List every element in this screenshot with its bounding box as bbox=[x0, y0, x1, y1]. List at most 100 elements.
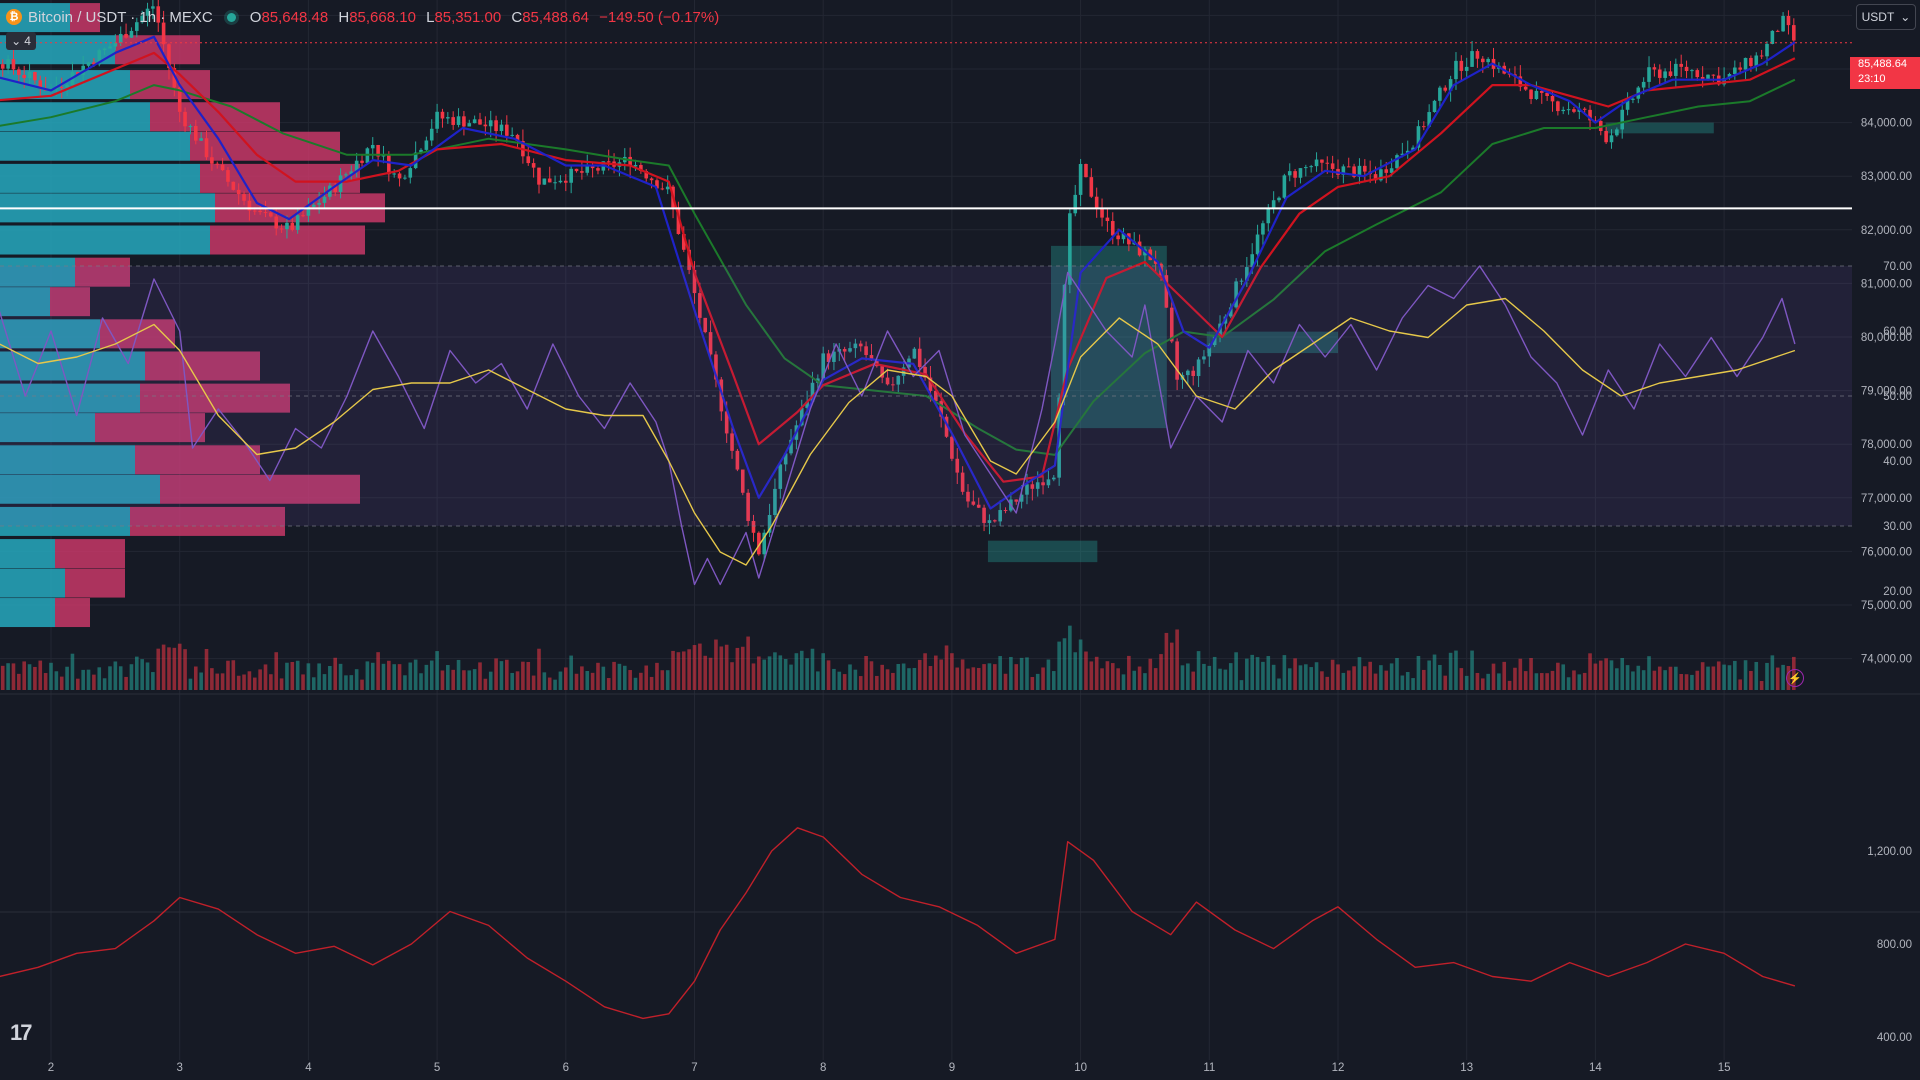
candle-body bbox=[97, 50, 102, 65]
candle-body bbox=[451, 117, 455, 125]
candle-body bbox=[1202, 356, 1206, 360]
candle-body bbox=[252, 210, 257, 212]
volume-bar bbox=[1132, 670, 1137, 690]
candle-body bbox=[633, 165, 638, 167]
candle-body bbox=[478, 119, 482, 125]
price-axis-label: 84,000.00 bbox=[1861, 118, 1912, 130]
candle-body bbox=[580, 171, 584, 173]
volume-bar bbox=[156, 648, 161, 690]
volume-bar bbox=[1239, 680, 1244, 690]
volume-bar bbox=[1395, 658, 1399, 690]
candle-body bbox=[317, 202, 321, 205]
currency-select[interactable]: USDT ⌄ bbox=[1856, 4, 1916, 30]
candle-body bbox=[692, 269, 697, 294]
candle-body bbox=[1078, 163, 1083, 195]
candle-body bbox=[1207, 345, 1212, 357]
volume-bar bbox=[531, 675, 536, 690]
volume-bar bbox=[687, 649, 691, 690]
volume-bar bbox=[708, 657, 713, 690]
candle-body bbox=[1647, 67, 1651, 82]
candle-body bbox=[435, 111, 439, 129]
candle-body bbox=[853, 343, 858, 349]
volume-profile-down-bar bbox=[145, 351, 260, 381]
candle-body bbox=[424, 140, 429, 150]
candle-body bbox=[553, 182, 557, 184]
candle-body bbox=[1084, 163, 1088, 178]
candle-body bbox=[1454, 60, 1458, 80]
volume-bar bbox=[928, 666, 933, 690]
candle-body bbox=[1395, 155, 1399, 169]
volume-bar bbox=[746, 636, 750, 690]
volume-bar bbox=[1572, 670, 1576, 690]
indicators-toggle-button[interactable]: ⌄ 4 bbox=[6, 32, 36, 50]
volume-bar bbox=[1309, 667, 1313, 690]
volume-bar bbox=[719, 646, 724, 690]
volume-bar bbox=[628, 670, 632, 690]
volume-profile-up-bar bbox=[0, 445, 135, 475]
candle-body bbox=[1035, 482, 1040, 489]
volume-bar bbox=[381, 663, 386, 690]
candle-body bbox=[762, 532, 767, 555]
volume-bar bbox=[1003, 673, 1008, 690]
volume-bar bbox=[263, 664, 268, 690]
volume-bar bbox=[435, 651, 439, 690]
volume-profile-down-bar bbox=[70, 3, 100, 33]
time-axis-label: 9 bbox=[949, 1062, 955, 1074]
time-axis[interactable]: 2 3 4 5 6 7 8 9 10 11 12 13 14 15 bbox=[48, 1062, 1731, 1074]
volume-bar bbox=[923, 653, 927, 690]
volume-bar bbox=[1529, 658, 1533, 690]
volume-bar bbox=[1775, 667, 1780, 690]
volume-bar bbox=[408, 662, 413, 690]
price-axis[interactable]: 86,000.0085,000.0084,000.0083,000.0082,0… bbox=[1861, 10, 1912, 1044]
ohlc-values: O85,648.48 H85,668.10 L85,351.00 C85,488… bbox=[249, 8, 720, 26]
volume-bar bbox=[767, 656, 772, 690]
candle-body bbox=[1191, 370, 1196, 377]
volume-bar bbox=[494, 658, 498, 690]
volume-bar bbox=[1593, 663, 1598, 690]
third-indicator-pane bbox=[0, 827, 1796, 1020]
candle-body bbox=[456, 116, 461, 125]
symbol-title[interactable]: Bitcoin / USDT · 1h · MEXC bbox=[28, 8, 213, 26]
volume-bar bbox=[1448, 652, 1453, 690]
candle-body bbox=[1346, 166, 1351, 168]
volume-bar bbox=[521, 661, 525, 690]
candle-body bbox=[403, 177, 407, 179]
candle-body bbox=[982, 507, 986, 523]
volume-bar bbox=[70, 653, 75, 690]
volume-bar bbox=[183, 649, 187, 690]
candle-body bbox=[156, 6, 161, 23]
candle-body bbox=[832, 351, 836, 362]
volume-bar bbox=[1164, 632, 1169, 690]
volume-bar bbox=[880, 664, 884, 690]
candle-body bbox=[1363, 165, 1367, 172]
candle-body bbox=[901, 367, 906, 376]
candle-body bbox=[397, 173, 402, 179]
lightning-bolt-icon[interactable]: ⚡ bbox=[1786, 669, 1804, 687]
candle-body bbox=[33, 71, 37, 81]
candle-body bbox=[1588, 109, 1592, 121]
volume-bar bbox=[1212, 656, 1217, 690]
price-axis-label: 83,000.00 bbox=[1861, 171, 1912, 183]
volume-bar bbox=[1175, 629, 1179, 690]
volume-profile-down-bar bbox=[190, 131, 340, 161]
candle-body bbox=[515, 134, 520, 142]
volume-bar bbox=[1674, 666, 1678, 690]
volume-bar bbox=[6, 663, 10, 690]
volume-bar bbox=[1518, 658, 1523, 690]
candle-body bbox=[38, 80, 43, 89]
volume-profile-down-bar bbox=[115, 35, 200, 65]
volume-bar bbox=[1186, 663, 1190, 690]
candle-body bbox=[1379, 169, 1383, 181]
volume-bar bbox=[1684, 674, 1689, 690]
candle-body bbox=[778, 464, 783, 489]
volume-bar bbox=[1153, 668, 1158, 690]
chevron-down-icon: ⌄ bbox=[11, 34, 22, 48]
candle-body bbox=[1293, 171, 1297, 178]
tradingview-logo-icon[interactable]: 17 bbox=[10, 1020, 33, 1045]
candle-body bbox=[1073, 194, 1078, 214]
volume-bar bbox=[901, 663, 906, 690]
candle-body bbox=[242, 194, 246, 201]
candle-body bbox=[1722, 78, 1726, 85]
volume-bar bbox=[553, 679, 557, 690]
